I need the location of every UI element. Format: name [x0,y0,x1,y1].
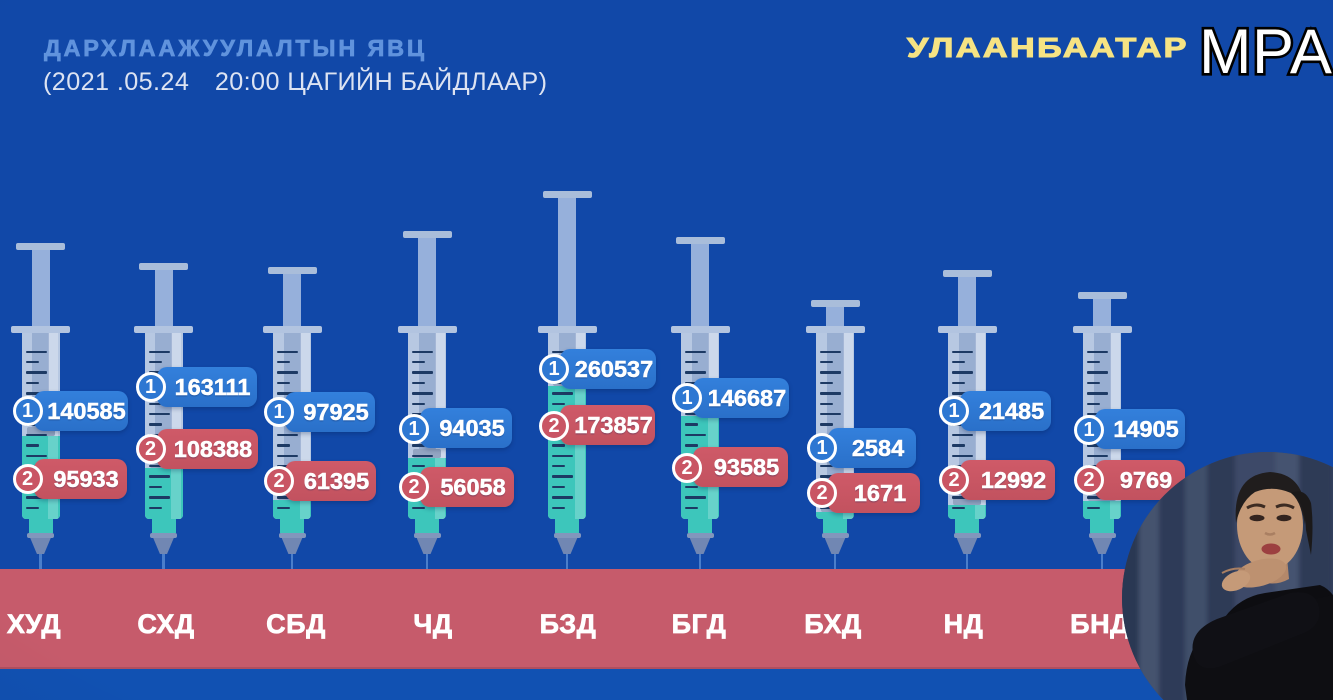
svg-text:MPA: MPA [1199,17,1332,87]
